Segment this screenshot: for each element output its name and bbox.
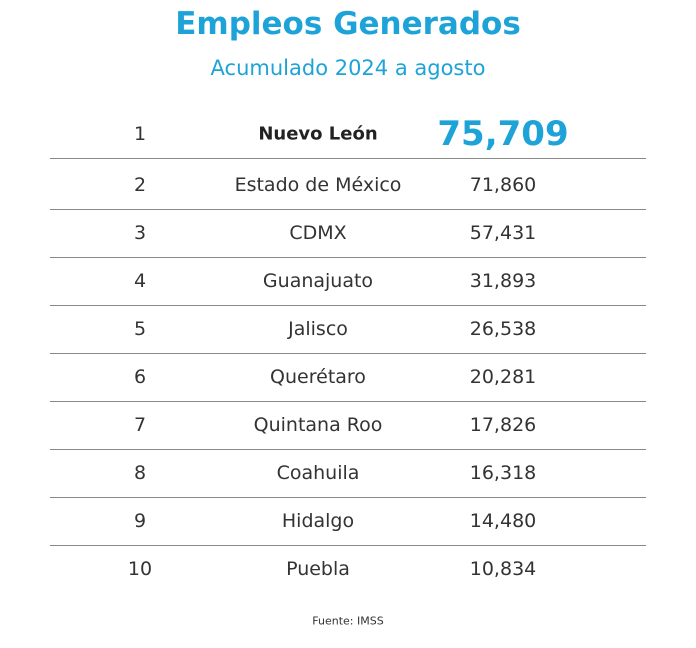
rank-cell: 2 <box>133 174 147 196</box>
rank-cell: 10 <box>127 558 153 580</box>
row-divider <box>50 353 646 354</box>
value-cell: 14,480 <box>469 510 537 532</box>
value-cell: 71,860 <box>469 174 537 196</box>
value-cell: 10,834 <box>469 558 537 580</box>
rank-cell: 6 <box>133 366 147 388</box>
row-divider <box>50 257 646 258</box>
row-divider <box>50 497 646 498</box>
value-cell: 16,318 <box>469 462 537 484</box>
row-divider <box>50 449 646 450</box>
rank-cell: 1 <box>133 123 147 145</box>
subtitle: Acumulado 2024 a agosto <box>210 56 486 80</box>
value-cell: 75,709 <box>437 114 569 154</box>
title: Empleos Generados <box>175 6 521 42</box>
rank-cell: 3 <box>133 222 147 244</box>
source: Fuente: IMSS <box>312 614 384 628</box>
state-cell: Coahuila <box>276 462 360 484</box>
rank-cell: 9 <box>133 510 147 532</box>
state-cell: Guanajuato <box>262 270 374 292</box>
row-divider <box>50 209 646 210</box>
rank-cell: 4 <box>133 270 147 292</box>
state-cell: Jalisco <box>288 318 348 340</box>
value-cell: 31,893 <box>469 270 537 292</box>
row-divider <box>50 158 646 159</box>
state-cell: Nuevo León <box>258 123 378 145</box>
value-cell: 57,431 <box>469 222 537 244</box>
row-divider <box>50 305 646 306</box>
state-cell: Estado de México <box>234 174 402 196</box>
row-divider <box>50 401 646 402</box>
row-divider <box>50 545 646 546</box>
rank-cell: 7 <box>133 414 147 436</box>
value-cell: 26,538 <box>469 318 537 340</box>
state-cell: Puebla <box>286 558 350 580</box>
state-cell: Querétaro <box>270 366 366 388</box>
state-cell: Hidalgo <box>281 510 355 532</box>
value-cell: 17,826 <box>469 414 537 436</box>
rank-cell: 8 <box>133 462 147 484</box>
state-cell: Quintana Roo <box>253 414 383 436</box>
state-cell: CDMX <box>289 222 347 244</box>
value-cell: 20,281 <box>469 366 537 388</box>
rank-cell: 5 <box>133 318 147 340</box>
